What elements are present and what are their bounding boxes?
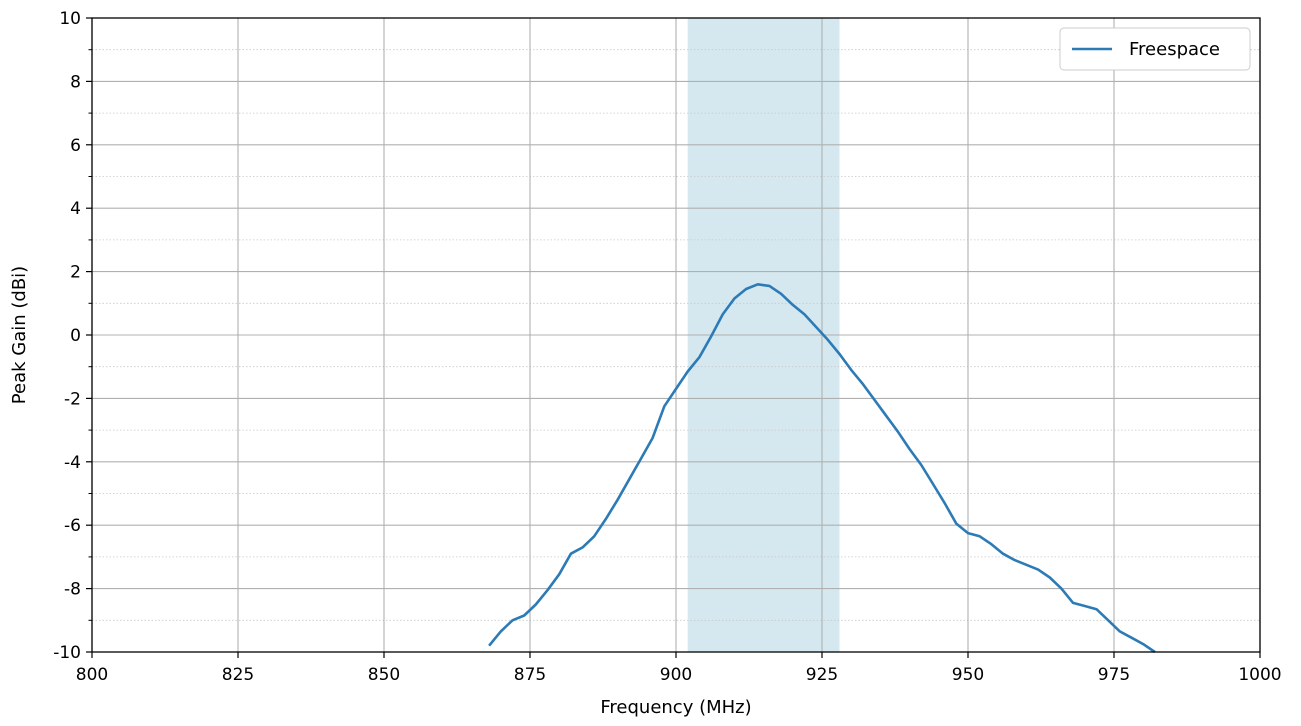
series-line-freespace (488, 282, 1156, 654)
y-tick-label: 8 (70, 72, 81, 92)
x-tick-label: 850 (368, 665, 400, 685)
legend-label-freespace: Freespace (1129, 39, 1220, 60)
x-tick-label: 975 (1098, 665, 1130, 685)
y-tick-label: 0 (70, 326, 81, 346)
y-tick-label: -8 (64, 580, 81, 600)
y-tick-label: -2 (64, 389, 81, 409)
y-tick-label: 6 (70, 136, 81, 156)
y-tick-label: 10 (59, 9, 81, 29)
legend-box (1059, 27, 1251, 71)
y-tick-label: 2 (70, 263, 81, 283)
x-tick-label: 925 (806, 665, 838, 685)
series-layer (488, 282, 1156, 654)
y-axis-title: Peak Gain (dBi) (9, 266, 30, 404)
x-tick-label: 950 (952, 665, 984, 685)
x-tick-label: 1000 (1238, 665, 1281, 685)
legend: Freespace (1059, 27, 1251, 71)
x-axis-title: Frequency (MHz) (600, 697, 751, 718)
y-tick-label: -6 (64, 516, 81, 536)
x-tick-label: 800 (76, 665, 108, 685)
x-tick-label: 900 (660, 665, 692, 685)
y-tick-label: 4 (70, 199, 81, 219)
y-tick-label: -4 (64, 453, 81, 473)
x-tick-label: 825 (222, 665, 254, 685)
y-tick-label: -10 (53, 643, 81, 663)
x-tick-label: 875 (514, 665, 546, 685)
tick-layer: 800 825 850 875 900 925 950 975 1000 -10 -8 -6 -4 -2 0… (53, 9, 1281, 685)
